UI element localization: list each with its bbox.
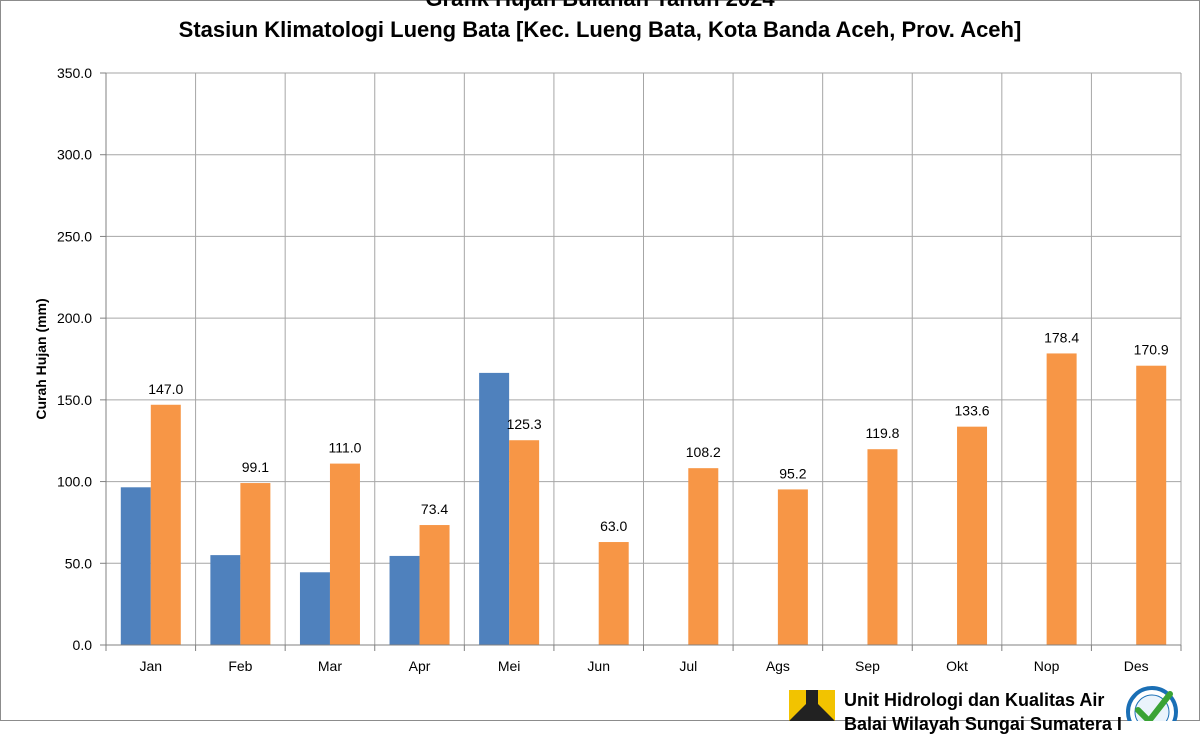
bar-series-2	[1136, 365, 1167, 645]
bar-series-2	[419, 525, 450, 645]
data-label: 99.1	[242, 459, 269, 475]
data-label: 108.2	[686, 444, 721, 460]
data-label: 147.0	[148, 381, 183, 397]
bar-series-2	[1046, 353, 1077, 645]
footer-unit-name: Unit Hidrologi dan Kualitas Air	[844, 690, 1105, 710]
x-tick-label: Apr	[409, 658, 431, 674]
x-tick-label: Feb	[228, 658, 252, 674]
data-label: 73.4	[421, 501, 448, 517]
data-labels: 147.0 99.1 111.0 73.4 125.3 63.0 108.2 95.2 119.…	[148, 329, 1169, 534]
bar-series-1	[210, 555, 241, 645]
x-tick-label: Nop	[1034, 658, 1060, 674]
data-label: 119.8	[865, 425, 899, 441]
bar-series-1	[299, 572, 330, 645]
data-label: 125.3	[507, 416, 542, 432]
bar-series-1	[389, 555, 420, 645]
bar-series-2	[777, 489, 808, 645]
bar-series-2	[509, 440, 540, 645]
data-label: 170.9	[1134, 342, 1169, 358]
data-label: 178.4	[1044, 329, 1079, 345]
y-tick-label: 200.0	[57, 310, 92, 326]
x-tick-label: Mei	[498, 658, 521, 674]
x-tick-label: Jan	[140, 658, 163, 674]
data-label: 63.0	[600, 518, 627, 534]
data-label: 133.6	[955, 403, 990, 419]
data-label: 111.0	[328, 440, 361, 456]
y-tick-label: 50.0	[65, 555, 92, 571]
data-label: 95.2	[779, 465, 806, 481]
x-tick-label: Jun	[587, 658, 610, 674]
x-tick-label: Jul	[679, 658, 697, 674]
axes: 0.0 50.0 100.0 150.0 200.0 250.0 300.0 350.0 Jan…	[57, 65, 1182, 674]
bar-series-2	[329, 463, 360, 645]
y-axis-label: Curah Hujan (mm)	[33, 298, 49, 419]
bar-series-2	[867, 449, 898, 645]
bar-series-2	[957, 426, 988, 645]
y-tick-label: 300.0	[57, 147, 92, 163]
y-tick-label: 250.0	[57, 228, 92, 244]
footer-agency-name: Balai Wilayah Sungai Sumatera I	[844, 714, 1122, 734]
x-tick-label: Okt	[946, 658, 968, 674]
y-tick-label: 350.0	[57, 65, 92, 81]
chart-title: Grafik Hujan Bulanan Tahun 2024	[0, 0, 1200, 12]
x-tick-label: Mar	[318, 658, 342, 674]
x-tick-label: Sep	[855, 658, 880, 674]
bar-series-2	[598, 542, 629, 645]
y-tick-label: 150.0	[57, 392, 92, 408]
chart-subtitle: Stasiun Klimatologi Lueng Bata [Kec. Lue…	[178, 17, 1022, 42]
pu-logo-icon	[789, 690, 835, 721]
bars	[120, 353, 1167, 645]
iso-badge-icon	[1126, 686, 1178, 721]
bar-series-2	[688, 468, 719, 645]
bar-series-1	[479, 372, 510, 645]
bar-series-2	[240, 483, 271, 645]
y-tick-label: 100.0	[57, 474, 92, 490]
bar-series-1	[120, 487, 151, 645]
x-tick-label: Des	[1124, 658, 1149, 674]
bar-series-2	[150, 404, 181, 645]
y-tick-label: 0.0	[73, 637, 93, 653]
x-tick-label: Ags	[766, 658, 790, 674]
